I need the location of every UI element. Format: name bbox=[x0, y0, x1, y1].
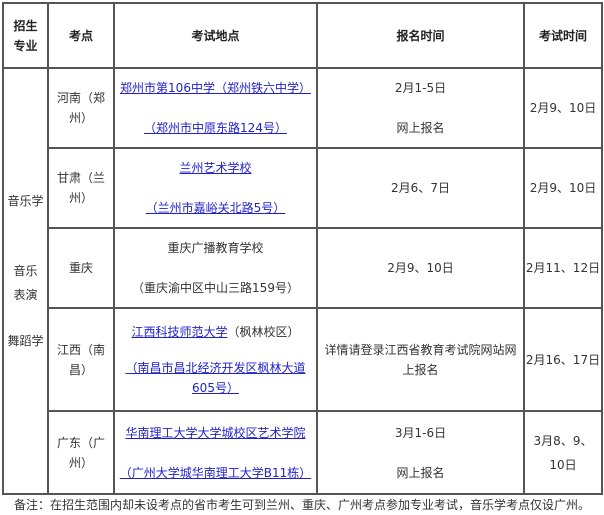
registration-cell: 2月9、10日 bbox=[316, 227, 525, 309]
registration-cell: 2月1-5日 网上报名 bbox=[316, 67, 525, 149]
header-exam-time: 考试时间 bbox=[523, 2, 603, 69]
registration-cell: 详情请登录江西省教育考试院网站网上报名 bbox=[316, 307, 525, 412]
place-link[interactable]: 郑州市第106中学（郑州铁六中学） bbox=[120, 81, 311, 95]
table-row: 音乐学 音乐表演 舞蹈学 河南（郑州） 郑州市第106中学（郑州铁六中学） （郑州… bbox=[2, 67, 603, 495]
place-extra: （枫林校区） bbox=[227, 324, 300, 339]
place-cell: 重庆广播教育学校 （重庆渝中区中山三路159号） bbox=[113, 227, 318, 309]
majors-cell: 音乐学 音乐表演 舞蹈学 bbox=[2, 67, 49, 495]
major: 舞蹈学 bbox=[7, 334, 44, 348]
address-link[interactable]: （兰州市嘉峪关北路5号） bbox=[145, 201, 286, 215]
table-row: 重庆 重庆广播教育学校 （重庆渝中区中山三路159号） 2月9、10日 2月11、… bbox=[3, 227, 603, 309]
registration-cell: 3月1-6日 网上报名 bbox=[316, 410, 525, 495]
place-name: 重庆广播教育学校 bbox=[167, 241, 264, 255]
table-row: 甘肃（兰州） 兰州艺术学校 （兰州市嘉峪关北路5号） 2月6、7日 2月9、10日 bbox=[3, 147, 603, 229]
place-cell: 郑州市第106中学（郑州铁六中学） （郑州市中原东路124号） bbox=[113, 67, 318, 149]
address-link[interactable]: （郑州市中原东路124号） bbox=[144, 121, 287, 135]
place-link[interactable]: 兰州艺术学校 bbox=[179, 161, 252, 175]
exam-schedule-table: 招生专业 考点 考试地点 报名时间 考试时间 音乐学 音乐表演 舞蹈学 河南（郑… bbox=[2, 2, 603, 495]
address-link[interactable]: （南昌市昌北经济开发区枫林大道605号） bbox=[125, 360, 306, 395]
site-cell: 江西（南昌） bbox=[47, 307, 115, 412]
site-cell: 甘肃（兰州） bbox=[47, 147, 115, 229]
exam-time-cell: 3月8、9、10日 bbox=[523, 410, 603, 495]
header-major: 招生专业 bbox=[2, 2, 49, 69]
major: 音乐学 bbox=[7, 194, 44, 208]
site-cell: 广东（广州） bbox=[47, 410, 115, 495]
site-cell: 重庆 bbox=[47, 227, 115, 309]
place-link[interactable]: 江西科技师范大学 bbox=[131, 324, 228, 339]
place-link[interactable]: 华南理工大学大学城校区艺术学院 bbox=[125, 425, 306, 440]
address-link[interactable]: （广州大学城华南理工大学B11栋） bbox=[119, 465, 312, 480]
place-cell: 华南理工大学大学城校区艺术学院 （广州大学城华南理工大学B11栋） bbox=[113, 410, 318, 495]
exam-time-cell: 2月11、12日 bbox=[523, 227, 603, 309]
exam-time-cell: 2月9、10日 bbox=[523, 147, 603, 229]
site-cell: 河南（郑州） bbox=[47, 67, 115, 149]
table-row: 江西（南昌） 江西科技师范大学（枫林校区） （南昌市昌北经济开发区枫林大道605号… bbox=[3, 307, 603, 412]
footnote: 备注：在招生范围内却未设考点的省市考生可到兰州、重庆、广州考点参加专业考试，音乐… bbox=[13, 498, 590, 512]
header-place: 考试地点 bbox=[113, 2, 318, 69]
exam-time-cell: 2月9、10日 bbox=[523, 67, 603, 149]
registration-cell: 2月6、7日 bbox=[316, 147, 525, 229]
exam-time-cell: 2月16、17日 bbox=[523, 307, 603, 412]
table-row: 广东（广州） 华南理工大学大学城校区艺术学院 （广州大学城华南理工大学B11栋） … bbox=[3, 410, 603, 495]
place-cell: 江西科技师范大学（枫林校区） （南昌市昌北经济开发区枫林大道605号） bbox=[113, 307, 318, 412]
place-cell: 兰州艺术学校 （兰州市嘉峪关北路5号） bbox=[113, 147, 318, 229]
address: （重庆渝中区中山三路159号） bbox=[132, 281, 299, 295]
header-row: 招生专业 考点 考试地点 报名时间 考试时间 bbox=[2, 2, 603, 69]
header-site: 考点 bbox=[47, 2, 115, 69]
major: 音乐表演 bbox=[13, 264, 38, 302]
header-registration: 报名时间 bbox=[316, 2, 525, 69]
